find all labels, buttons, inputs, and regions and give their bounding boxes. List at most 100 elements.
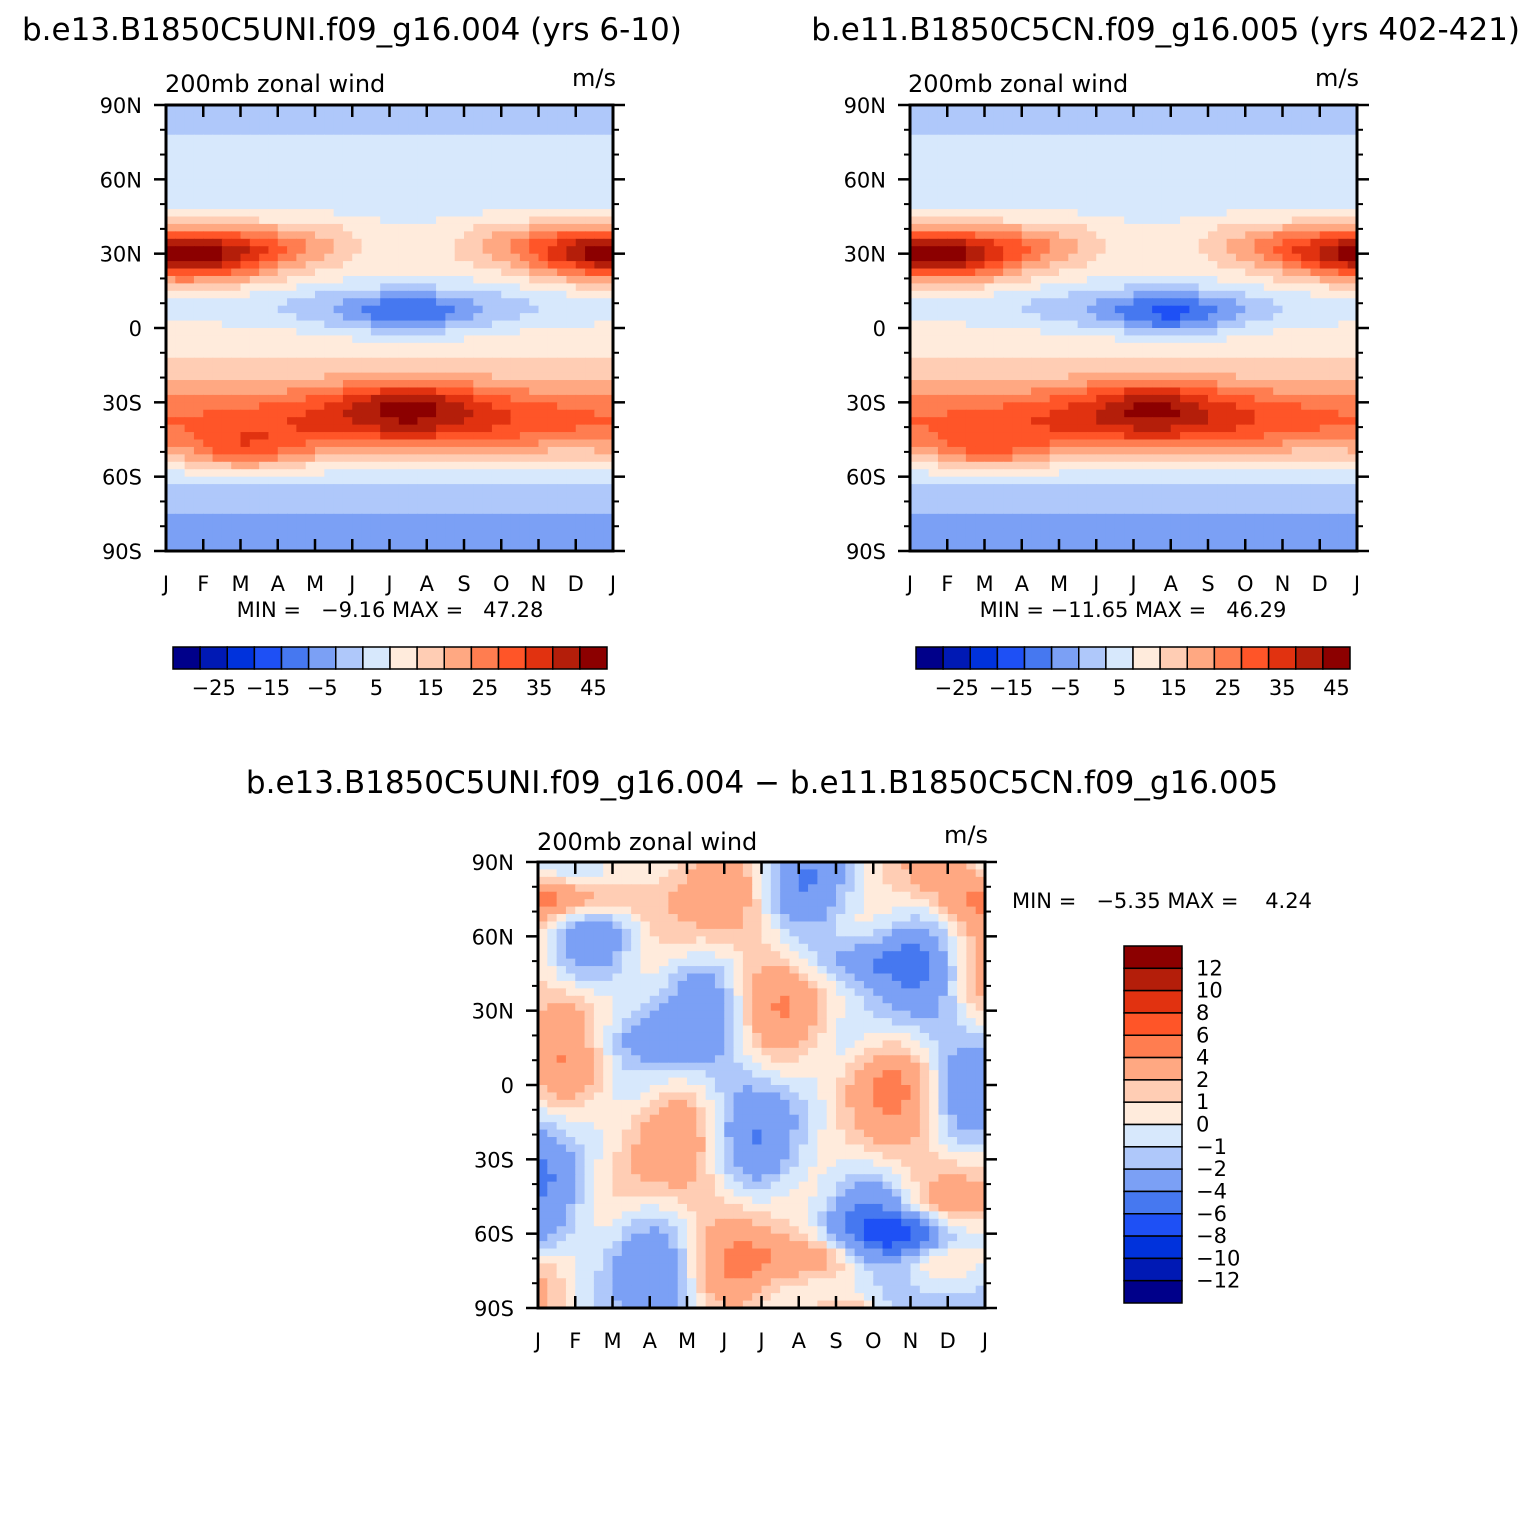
contour-cell <box>1124 268 1135 277</box>
contour-cell <box>315 134 325 143</box>
contour-cell <box>1245 238 1256 247</box>
contour-cell <box>603 246 614 255</box>
contour-cell <box>426 394 437 403</box>
contour-cell <box>417 469 428 478</box>
contour-cell <box>910 357 920 366</box>
contour-cell <box>529 171 540 180</box>
contour-cell <box>454 454 465 463</box>
contour-cell <box>510 253 521 262</box>
contour-cell <box>501 439 512 448</box>
contour-cell <box>203 171 214 180</box>
contour-cell <box>1338 380 1349 389</box>
contour-cell <box>1180 335 1190 344</box>
contour-cell <box>1189 283 1200 292</box>
contour-cell <box>398 231 409 240</box>
contour-cell <box>1124 105 1135 114</box>
contour-cell <box>928 119 939 128</box>
contour-cell <box>240 491 251 500</box>
contour-cell <box>426 283 437 292</box>
contour-cell <box>910 342 920 351</box>
contour-cell <box>398 484 409 493</box>
contour-cell <box>1347 179 1358 188</box>
contour-cell <box>510 112 521 121</box>
contour-cell <box>482 186 493 195</box>
contour-cell <box>370 164 381 173</box>
contour-cell <box>965 134 976 143</box>
contour-cell <box>473 409 484 418</box>
contour-cell <box>464 357 474 366</box>
contour-cell <box>212 283 223 292</box>
contour-cell <box>473 365 484 374</box>
contour-cell <box>1282 134 1293 143</box>
contour-cell <box>1124 320 1135 329</box>
contour-cell <box>594 402 605 411</box>
contour-cell <box>585 446 595 455</box>
contour-cell <box>342 105 353 114</box>
contour-cell <box>1059 402 1069 411</box>
contour-cell <box>1291 342 1302 351</box>
contour-cell <box>296 506 307 515</box>
contour-cell <box>389 186 400 195</box>
contour-cell <box>473 275 484 284</box>
contour-cell <box>454 417 465 426</box>
contour-cell <box>380 149 391 158</box>
contour-cell <box>408 305 419 314</box>
contour-cell <box>1077 328 1088 337</box>
contour-cell <box>1170 313 1181 322</box>
contour-cell <box>1142 231 1153 240</box>
contour-cell <box>445 387 456 396</box>
contour-cell <box>501 216 512 225</box>
contour-cell <box>166 365 176 374</box>
contour-cell <box>529 461 540 470</box>
contour-cell <box>445 216 456 225</box>
contour-cell <box>315 231 325 240</box>
contour-cell <box>1319 290 1330 299</box>
contour-cell <box>1254 149 1265 158</box>
contour-cell <box>594 179 605 188</box>
contour-cell <box>1021 231 1032 240</box>
colorbar-swatch <box>335 646 364 670</box>
contour-cell <box>240 164 251 173</box>
contour-cell <box>231 350 242 359</box>
contour-cell <box>1133 253 1144 262</box>
contour-cell <box>965 157 976 166</box>
contour-cell <box>1114 112 1125 121</box>
contour-cell <box>296 179 307 188</box>
contour-cell <box>426 112 437 121</box>
contour-cell <box>1114 409 1125 418</box>
contour-cell <box>984 320 995 329</box>
contour-cell <box>519 461 530 470</box>
contour-cell <box>1254 380 1265 389</box>
contour-cell <box>928 209 939 218</box>
contour-cell <box>482 543 493 552</box>
contour-cell <box>910 402 920 411</box>
contour-cell <box>417 261 428 270</box>
contour-cell <box>333 216 344 225</box>
contour-cell <box>547 223 558 232</box>
contour-cell <box>547 275 558 284</box>
contour-cell <box>557 350 568 359</box>
contour-cell <box>398 223 409 232</box>
contour-cell <box>352 372 363 381</box>
contour-cell <box>287 283 297 292</box>
contour-cell <box>454 536 465 545</box>
contour-cell <box>352 127 363 136</box>
contour-cell <box>510 238 521 247</box>
contour-cell <box>585 238 595 247</box>
contour-cell <box>1263 305 1274 314</box>
contour-cell <box>937 119 948 128</box>
contour-cell <box>482 253 493 262</box>
contour-cell <box>984 275 995 284</box>
contour-cell <box>1068 105 1079 114</box>
contour-cell <box>585 409 595 418</box>
contour-cell <box>221 476 232 485</box>
contour-cell <box>1263 157 1274 166</box>
contour-cell <box>454 357 465 366</box>
contour-cell <box>445 484 456 493</box>
contour-cell <box>342 424 353 433</box>
contour-cell <box>333 446 344 455</box>
contour-cell <box>231 223 242 232</box>
contour-cell <box>240 223 251 232</box>
contour-cell <box>436 446 446 455</box>
contour-cell <box>352 543 363 552</box>
